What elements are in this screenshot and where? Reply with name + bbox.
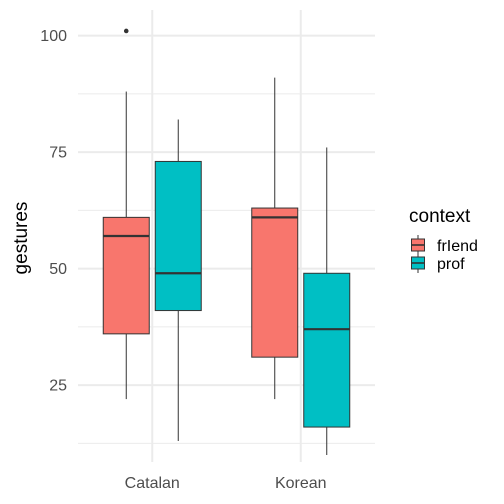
legend-item-prof: prof	[411, 253, 465, 273]
box-prof-Catalan	[154, 119, 202, 442]
legend-label: prof	[437, 256, 465, 273]
y-tick-label: 75	[49, 145, 67, 162]
y-axis-ticks: 25 50 75 100	[40, 28, 67, 395]
y-axis-title: gestures	[11, 202, 32, 275]
box-iqr	[154, 160, 202, 312]
box-frIend-Catalan	[102, 28, 150, 400]
box-iqr	[102, 216, 150, 335]
x-axis-ticks: Catalan Korean	[125, 475, 327, 492]
outlier-point	[123, 28, 129, 34]
legend-item-frIend: frIend	[411, 235, 478, 255]
legend-title: context	[409, 206, 471, 227]
boxes	[102, 28, 351, 456]
y-tick-label: 25	[49, 378, 67, 395]
x-tick-label: Catalan	[125, 475, 180, 492]
y-tick-label: 50	[49, 261, 67, 278]
box-frIend-Korean	[251, 77, 299, 400]
box-iqr	[251, 207, 299, 358]
box-iqr	[303, 272, 351, 428]
x-tick-label: Korean	[275, 475, 327, 492]
y-tick-label: 100	[40, 28, 67, 45]
legend-label: frIend	[437, 238, 478, 255]
box-prof-Korean	[303, 147, 351, 456]
